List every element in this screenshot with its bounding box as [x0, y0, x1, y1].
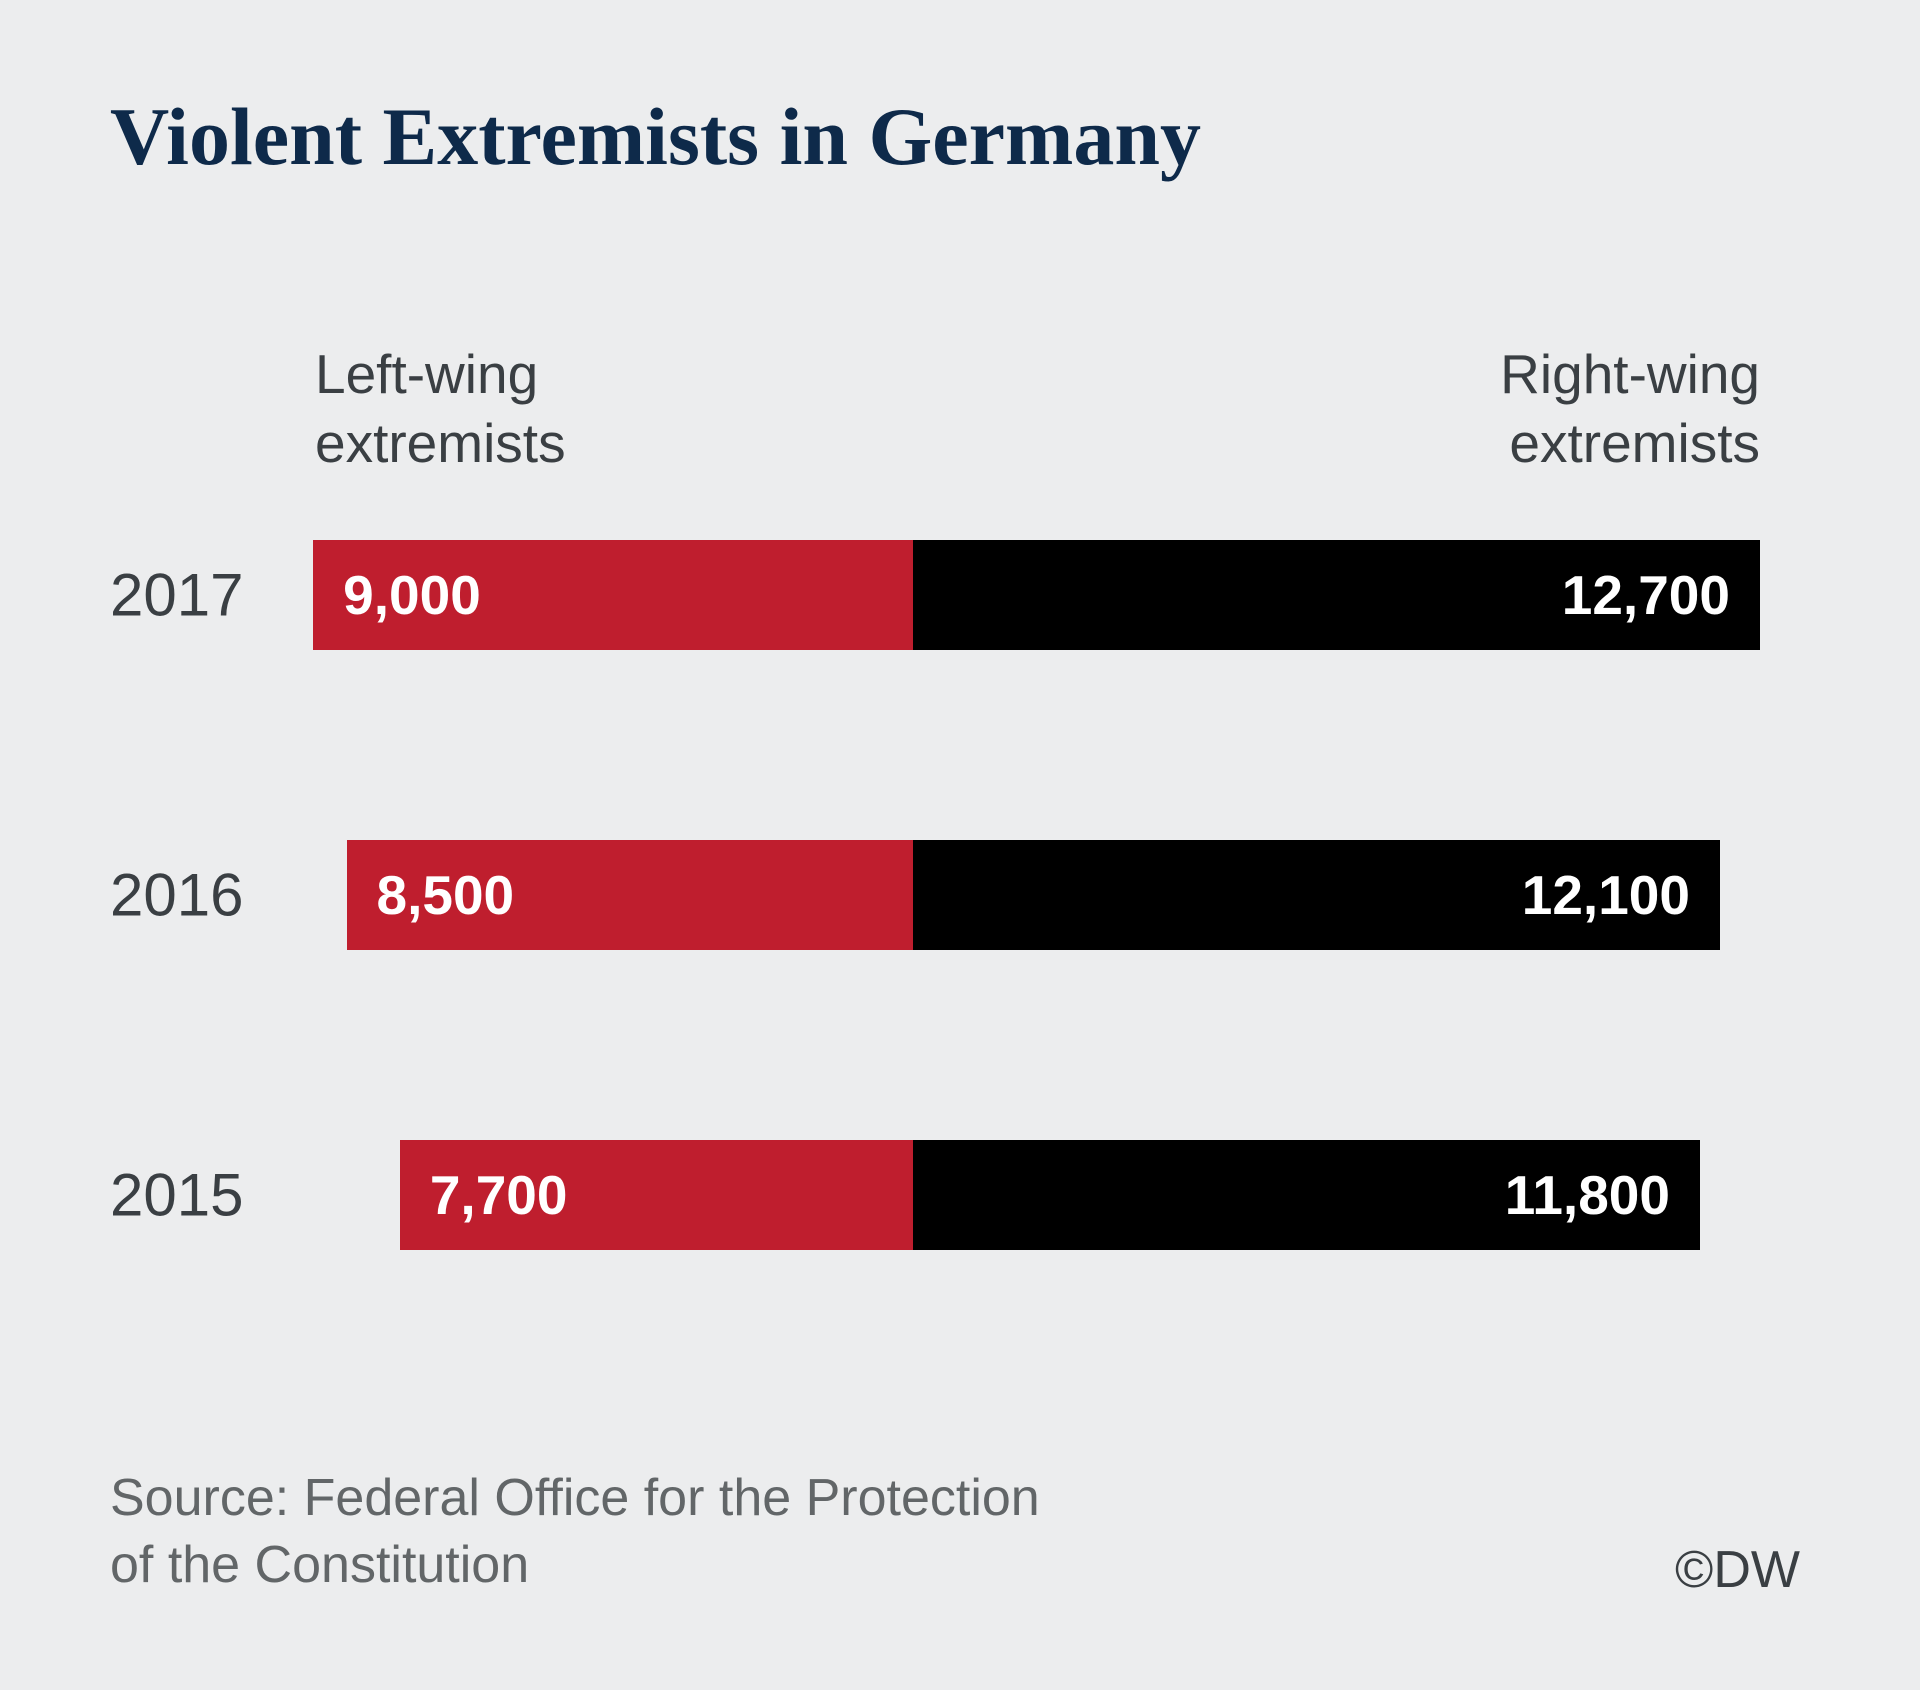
bars-zone: 8,500 12,100	[315, 840, 1760, 950]
left-wing-value: 8,500	[377, 863, 515, 927]
bars-zone: 7,700 11,800	[315, 1140, 1760, 1250]
year-label: 2016	[110, 861, 243, 930]
series-header-right: Right-wingextremists	[1500, 340, 1760, 478]
bar-row: 2017 9,000 12,700	[110, 540, 1760, 650]
right-wing-value: 12,100	[1522, 863, 1690, 927]
chart-title: Violent Extremists in Germany	[110, 90, 1201, 184]
left-wing-bar: 9,000	[313, 540, 913, 650]
year-label: 2017	[110, 561, 243, 630]
right-wing-value: 12,700	[1562, 563, 1730, 627]
series-header-left: Left-wingextremists	[315, 340, 566, 478]
bars-zone: 9,000 12,700	[315, 540, 1760, 650]
right-wing-value: 11,800	[1505, 1163, 1670, 1227]
left-wing-bar: 7,700	[400, 1140, 913, 1250]
source-text: Source: Federal Office for the Protectio…	[110, 1465, 1040, 1600]
bar-row: 2016 8,500 12,100	[110, 840, 1760, 950]
left-wing-bar: 8,500	[347, 840, 914, 950]
left-wing-value: 9,000	[343, 563, 481, 627]
right-wing-bar: 12,700	[913, 540, 1760, 650]
bar-row: 2015 7,700 11,800	[110, 1140, 1760, 1250]
credit-text: ©DW	[1675, 1540, 1800, 1600]
year-label: 2015	[110, 1161, 243, 1230]
right-wing-bar: 11,800	[913, 1140, 1700, 1250]
left-wing-value: 7,700	[430, 1163, 568, 1227]
right-wing-bar: 12,100	[913, 840, 1720, 950]
